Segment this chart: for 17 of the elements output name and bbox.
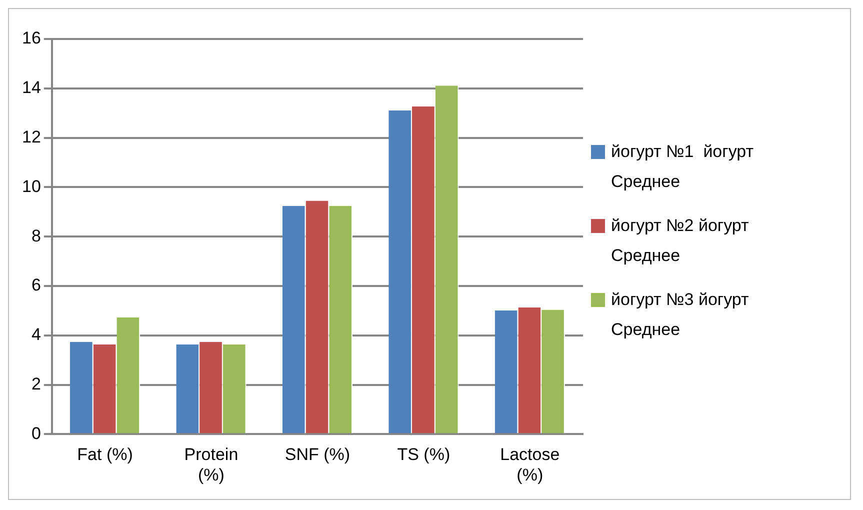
y-tick-label: 16: [22, 28, 41, 48]
legend-label: йогурт №2 йогурт Среднее: [611, 215, 750, 267]
y-tick-label: 12: [22, 127, 41, 146]
y-tick-label: 10: [22, 176, 41, 196]
y-tick-label: 0: [31, 424, 41, 443]
x-tick-label: TS (%): [397, 445, 450, 464]
y-tick-label: 8: [31, 226, 41, 246]
legend-label: йогурт №1 йогурт Среднее: [611, 141, 755, 193]
y-tick-label: 4: [31, 325, 41, 344]
x-tick-label: Lactose (%): [500, 445, 560, 484]
x-tick-label: Fat (%): [77, 445, 133, 464]
x-tick-label: SNF (%): [284, 445, 350, 464]
y-tick-label: 2: [31, 374, 41, 394]
y-tick-label: 14: [22, 78, 41, 98]
x-tick-label: Protein (%): [184, 445, 238, 484]
y-tick-label: 6: [31, 276, 41, 295]
legend-label: йогурт №3 йогурт Среднее: [611, 289, 750, 341]
